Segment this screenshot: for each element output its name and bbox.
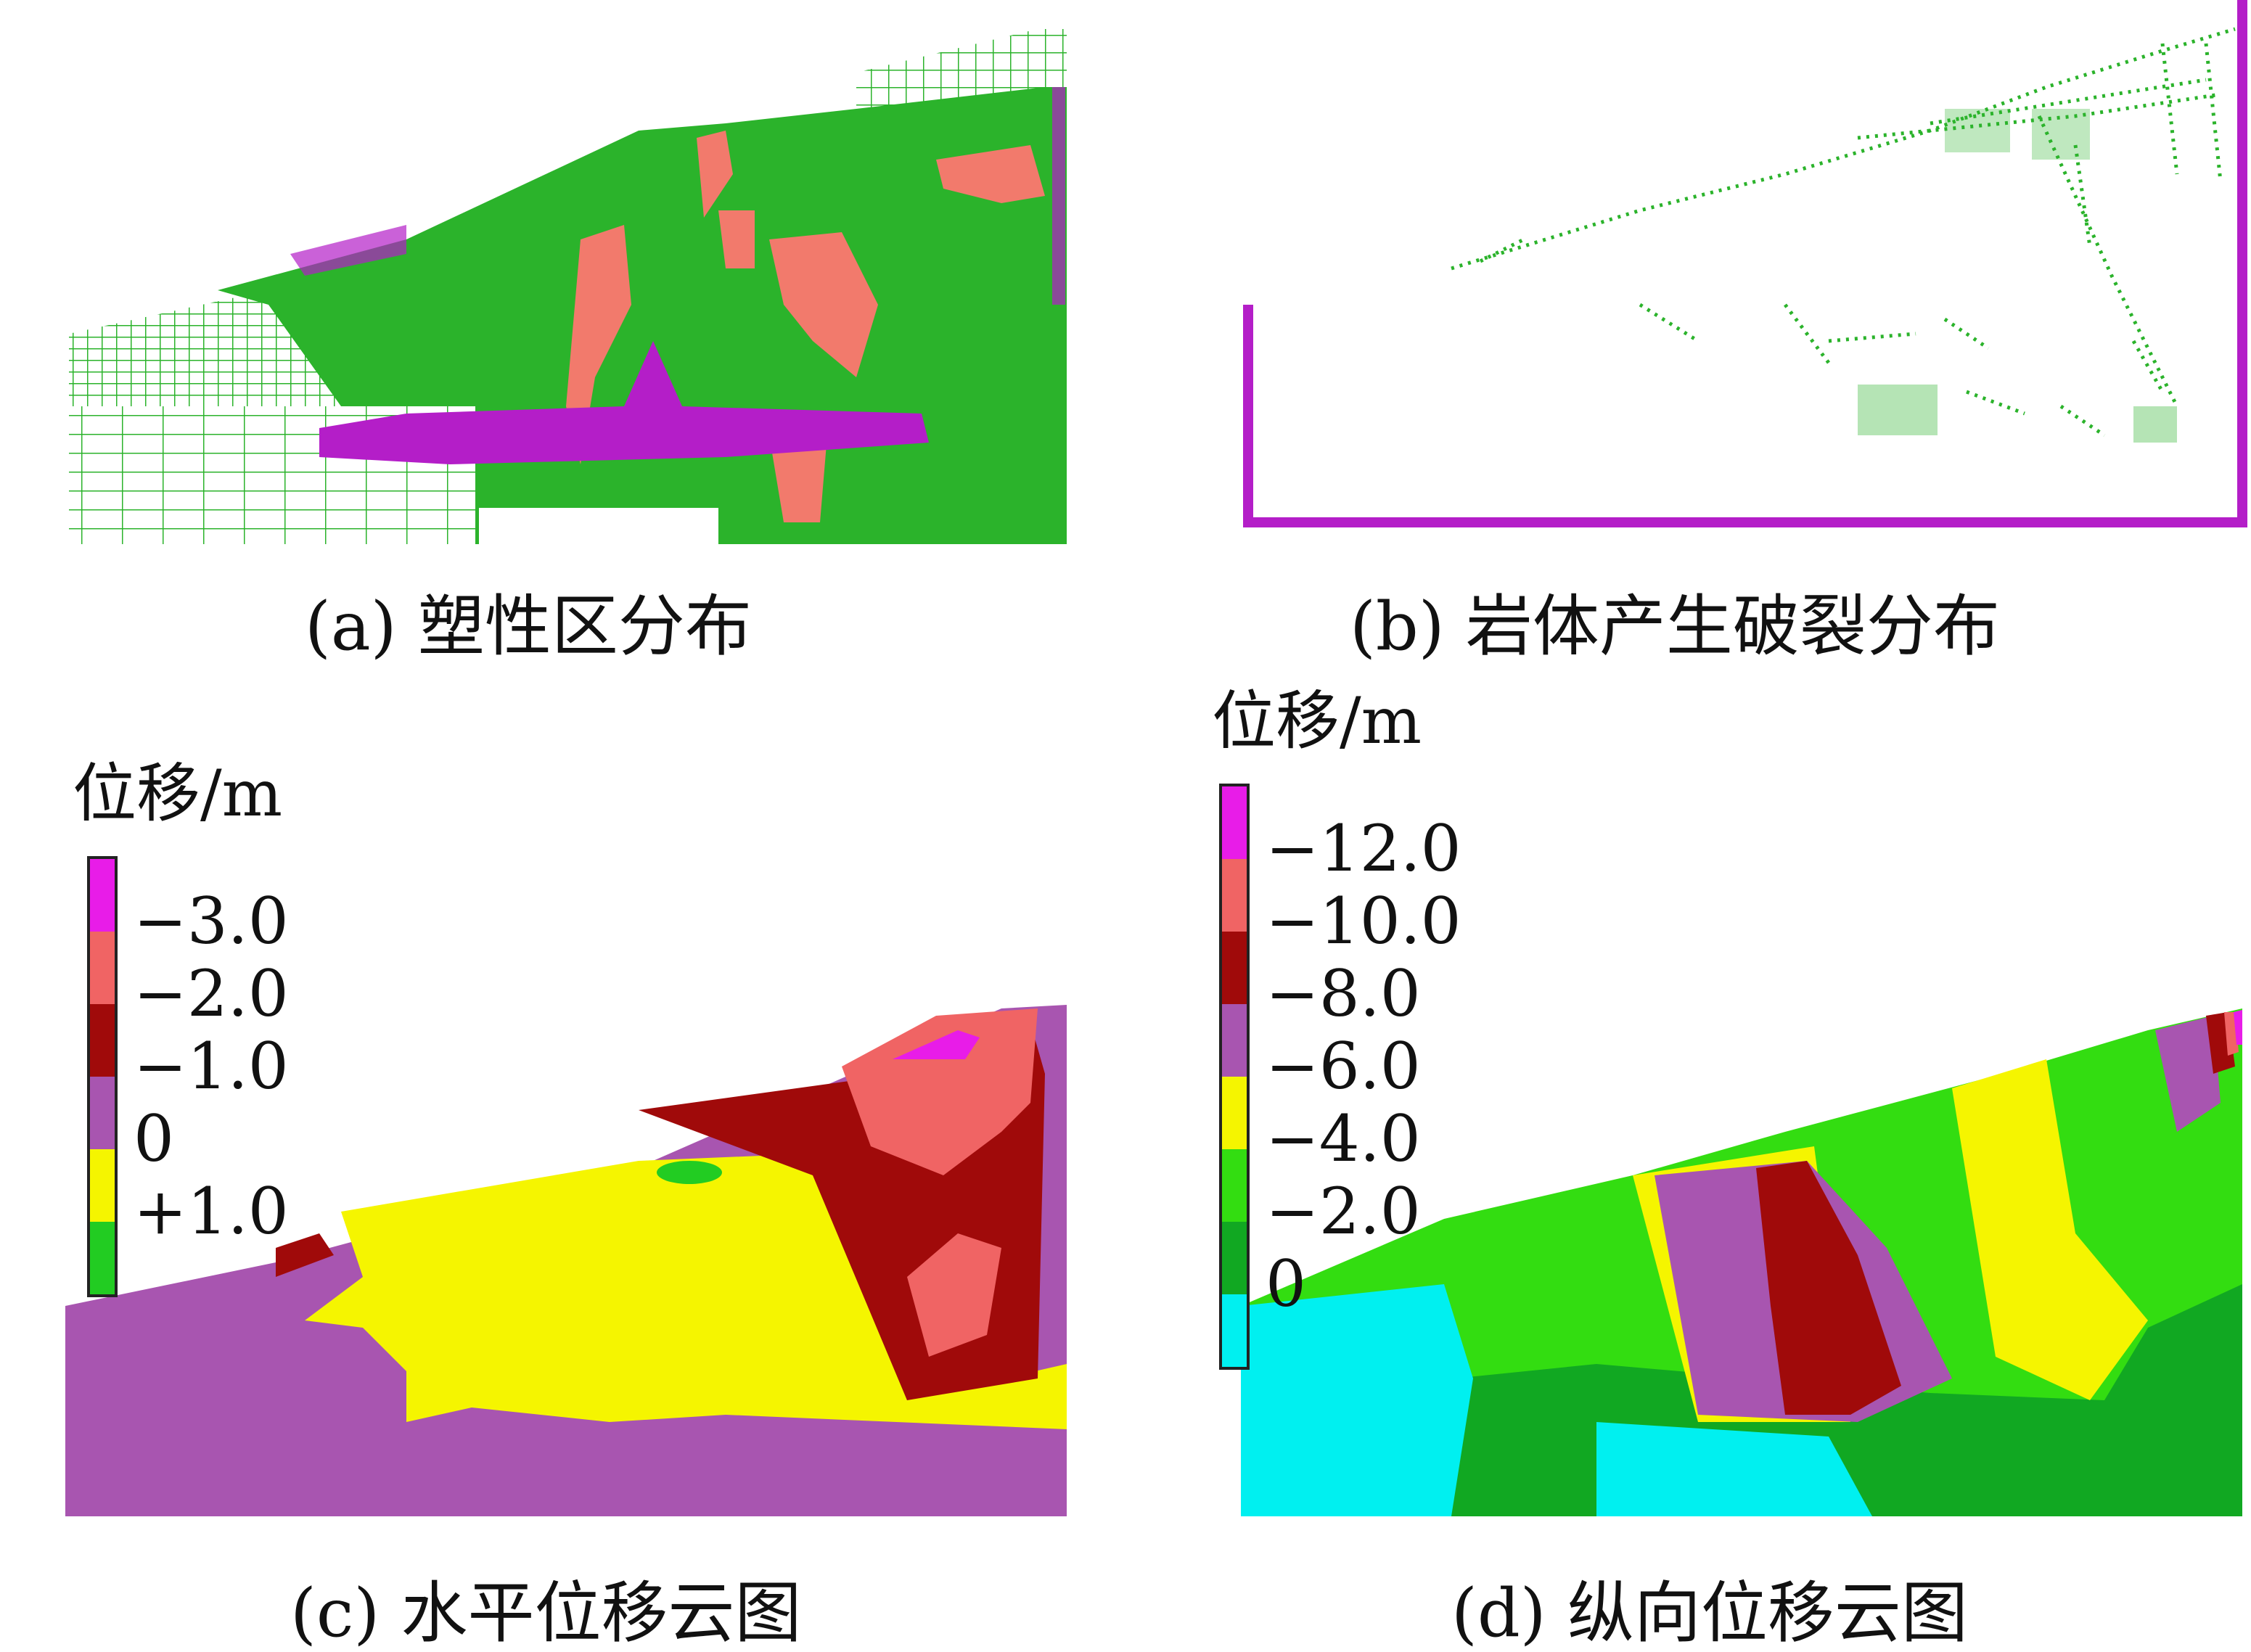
fracture-cluster [1858, 109, 2177, 443]
legend-swatch [1222, 1004, 1247, 1077]
horizontal-displacement-figure [65, 1005, 1067, 1516]
legend-label: −1.0 [134, 1029, 289, 1104]
legend-swatch [90, 1004, 115, 1077]
panel-d: 位移/m −12.0 −10.0 −8.0 −6.0 −4.0 −2.0 0 (d) 纵向位… [1132, 689, 2251, 1652]
legend-label: +1.0 [134, 1174, 289, 1249]
caption-c: (c) 水平位移云图 [290, 1574, 802, 1652]
legend-label: −4.0 [1266, 1101, 1421, 1176]
legend-swatch [1222, 786, 1247, 859]
legend-swatch [90, 859, 115, 932]
legend-label: −2.0 [1266, 1174, 1421, 1249]
panel-a: (a) 塑性区分布 [0, 0, 1132, 675]
contour-darkred [276, 1233, 334, 1277]
plastic-zone-figure [69, 29, 1067, 544]
plastic-magenta-band [319, 341, 929, 464]
legend-swatch [90, 932, 115, 1004]
legend-colorbar [87, 856, 118, 1297]
plastic-magenta-band [290, 225, 406, 276]
legend-label: 0 [134, 1101, 174, 1176]
legend-label: 0 [1266, 1246, 1306, 1321]
contour-salmon [907, 1233, 1001, 1357]
plastic-salmon-zone [718, 210, 755, 268]
legend-label: −3.0 [134, 884, 289, 958]
legend-swatch [1222, 1077, 1247, 1149]
plastic-salmon-zone [936, 145, 1045, 203]
panel-b: (b) 岩体产生破裂分布 [1132, 0, 2251, 675]
plastic-salmon-zone [566, 225, 631, 464]
legend-swatch [90, 1077, 115, 1149]
legend-swatch [1222, 1222, 1247, 1294]
panel-c: 位移/m −3.0 −2.0 −1.0 0 +1.0 (c) 水平位移云图 [0, 726, 1132, 1651]
caption-d: (d) 纵向位移云图 [1451, 1574, 1968, 1652]
legend-label: −8.0 [1266, 956, 1421, 1031]
caption-a: (a) 塑性区分布 [305, 588, 752, 665]
legend-title: 位移/m [1212, 683, 1422, 758]
fracture-figure [1243, 0, 2247, 527]
legend-label: −12.0 [1266, 811, 1461, 886]
contour-darkred [1756, 1161, 1901, 1415]
legend-title: 位移/m [73, 756, 283, 831]
legend-label: −6.0 [1266, 1029, 1421, 1104]
plastic-salmon-zone [769, 232, 878, 377]
contour-salmon [842, 1008, 1038, 1175]
legend-label: −10.0 [1266, 884, 1461, 958]
legend-swatch [1222, 1149, 1247, 1222]
fracture-cracks [1451, 27, 2236, 437]
plastic-salmon-zone [697, 131, 733, 218]
legend-swatch [1222, 1294, 1247, 1367]
contour-yellow [305, 1154, 1067, 1429]
contour-magenta [2234, 1010, 2242, 1045]
contour-magenta [893, 1030, 980, 1059]
legend-swatch [1222, 932, 1247, 1004]
contour-cyan [1596, 1422, 1872, 1516]
plastic-salmon-zone [769, 435, 827, 522]
fracture-boundary [1243, 0, 2247, 527]
contour-yellow [1952, 1059, 2148, 1400]
legend-label: −2.0 [134, 956, 289, 1031]
legend-swatch [90, 1222, 115, 1294]
contour-cyan [1241, 1284, 1473, 1516]
plastic-magenta-strip [1052, 87, 1065, 305]
contour-purple [2155, 1016, 2221, 1132]
mesh-left-upper [69, 290, 341, 406]
legend-swatch [1222, 859, 1247, 932]
contour-green [657, 1161, 722, 1184]
vertical-displacement-figure [1241, 1008, 2242, 1516]
legend-colorbar [1219, 784, 1250, 1370]
caption-b: (b) 岩体产生破裂分布 [1350, 588, 2000, 665]
legend-swatch [90, 1149, 115, 1222]
